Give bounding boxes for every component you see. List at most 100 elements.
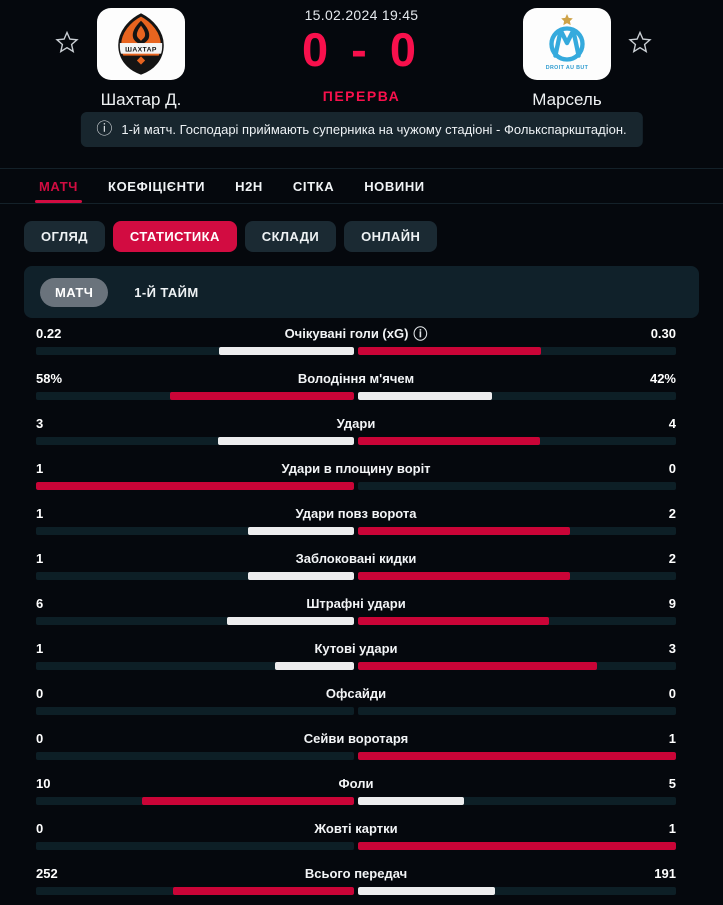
marseille-crest-icon: DROIT AU BUT	[546, 13, 588, 71]
stat-away-value: 0	[668, 461, 676, 476]
stat-home-value: 0	[36, 686, 44, 701]
tab-label: СІТКА	[292, 178, 335, 194]
stat-home-value: 252	[36, 866, 58, 881]
match-datetime: 15.02.2024 19:45	[304, 7, 419, 23]
stat-label: Всього передач ⓘ	[304, 866, 408, 881]
tab-bar: МАТЧ КОЕФІЦІЄНТИ H2H СІТКА НОВИНИ	[0, 168, 723, 204]
stat-info-icon[interactable]: ⓘ	[413, 325, 428, 342]
stat-comparison-bar	[36, 437, 676, 445]
stat-comparison-bar	[36, 752, 676, 760]
stat-label: Володіння м'ячем ⓘ	[297, 371, 415, 386]
home-team[interactable]: ШАХТАР Шахтар Д.	[51, 8, 231, 110]
stat-row: 0 Жовті картки ⓘ 1	[36, 821, 676, 866]
period-toggle-card: МАТЧ 1-Й ТАЙМ	[24, 266, 699, 318]
period-option-label: 1-Й ТАЙМ	[134, 284, 199, 300]
stat-home-value: 1	[36, 551, 44, 566]
match-notice-text: 1-й матч. Господарі приймають суперника …	[121, 122, 627, 137]
stat-away-value: 2	[668, 506, 676, 521]
stat-label: Удари в площину воріт ⓘ	[281, 461, 431, 476]
stat-home-value: 0	[36, 821, 44, 836]
stat-label: Штрафні удари ⓘ	[306, 596, 406, 611]
stat-home-value: 1	[36, 641, 44, 656]
stat-comparison-bar	[36, 482, 676, 490]
stat-away-value: 0.30	[650, 326, 676, 341]
period-option-first-half[interactable]: 1-Й ТАЙМ	[134, 278, 198, 307]
period-option-match[interactable]: МАТЧ	[40, 277, 109, 307]
stat-comparison-bar	[36, 392, 676, 400]
info-icon: ⓘ	[96, 120, 113, 138]
home-team-logo: ШАХТАР	[97, 8, 185, 80]
match-notice-banner: ⓘ 1-й матч. Господарі приймають суперник…	[80, 112, 643, 147]
stat-away-value: 3	[668, 641, 676, 656]
stat-home-value: 6	[36, 596, 44, 611]
tab-h2h[interactable]: H2H	[235, 169, 263, 203]
stat-label: Кутові удари ⓘ	[314, 641, 398, 656]
stat-home-value: 3	[36, 416, 44, 431]
stat-row: 0 Сейви воротаря ⓘ 1	[36, 731, 676, 776]
stat-away-value: 1	[668, 731, 676, 746]
stat-comparison-bar	[36, 617, 676, 625]
tab-label: КОЕФІЦІЄНТИ	[108, 178, 206, 194]
stat-row: 0.22 Очікувані голи (xG) ⓘ 0.30	[36, 326, 676, 371]
subtab-row: ОГЛЯД СТАТИСТИКА СКЛАДИ ОНЛАЙН	[24, 221, 438, 252]
tab-label: МАТЧ	[39, 178, 79, 194]
stat-away-value: 191	[654, 866, 676, 881]
match-score: 0 - 0	[301, 23, 422, 76]
match-status: ПЕРЕРВА	[322, 88, 401, 104]
stat-row: 1 Заблоковані кидки ⓘ 2	[36, 551, 676, 596]
stat-away-value: 1	[668, 821, 676, 836]
shakhtar-crest-icon: ШАХТАР	[118, 13, 164, 75]
tab-draw[interactable]: СІТКА	[293, 169, 334, 203]
away-team-name: Марсель	[532, 90, 602, 109]
tab-odds[interactable]: КОЕФІЦІЄНТИ	[108, 169, 205, 203]
subtab-live[interactable]: ОНЛАЙН	[344, 221, 438, 252]
stat-home-value: 10	[36, 776, 51, 791]
stat-row: 1 Удари повз ворота ⓘ 2	[36, 506, 676, 551]
stat-label: Удари повз ворота ⓘ	[295, 506, 417, 521]
subtab-lineups[interactable]: СКЛАДИ	[244, 221, 337, 252]
stat-row: 58% Володіння м'ячем ⓘ 42%	[36, 371, 676, 416]
subtab-overview[interactable]: ОГЛЯД	[24, 221, 105, 252]
home-team-name: Шахтар Д.	[100, 90, 182, 109]
stat-comparison-bar	[36, 527, 676, 535]
tab-label: НОВИНИ	[364, 178, 425, 194]
stat-home-value: 0.22	[36, 326, 62, 341]
stat-row: 1 Кутові удари ⓘ 3	[36, 641, 676, 686]
stat-away-value: 42%	[649, 371, 676, 386]
stat-comparison-bar	[36, 347, 676, 355]
tab-news[interactable]: НОВИНИ	[364, 169, 425, 203]
tab-label: H2H	[235, 178, 263, 194]
stat-comparison-bar	[36, 707, 676, 715]
stat-comparison-bar	[36, 797, 676, 805]
stat-comparison-bar	[36, 572, 676, 580]
stat-home-value: 1	[36, 506, 44, 521]
stat-comparison-bar	[36, 662, 676, 670]
shakhtar-crest-text: ШАХТАР	[125, 46, 157, 53]
subtab-statistics[interactable]: СТАТИСТИКА	[112, 221, 237, 252]
statistics-list: 0.22 Очікувані голи (xG) ⓘ 0.30 58% Воло…	[36, 326, 676, 905]
stat-home-value: 0	[36, 731, 44, 746]
stat-away-value: 5	[668, 776, 676, 791]
stat-row: 3 Удари ⓘ 4	[36, 416, 676, 461]
away-team[interactable]: DROIT AU BUT Марсель	[477, 8, 657, 110]
stat-row: 6 Штрафні удари ⓘ 9	[36, 596, 676, 641]
stat-comparison-bar	[36, 887, 676, 895]
stat-home-value: 58%	[36, 371, 63, 386]
stat-label: Очікувані голи (xG) ⓘ	[284, 325, 428, 342]
stat-comparison-bar	[36, 842, 676, 850]
stat-label: Заблоковані кидки ⓘ	[295, 551, 417, 566]
subtab-label: ОГЛЯД	[41, 229, 88, 244]
stat-away-value: 9	[668, 596, 676, 611]
tab-match[interactable]: МАТЧ	[34, 169, 83, 203]
subtab-label: СТАТИСТИКА	[129, 229, 220, 244]
favorite-star-home-icon[interactable]	[55, 30, 79, 54]
stat-row: 0 Офсайди ⓘ 0	[36, 686, 676, 731]
stat-label: Офсайди ⓘ	[325, 686, 387, 701]
stat-away-value: 4	[668, 416, 676, 431]
favorite-star-away-icon[interactable]	[628, 30, 652, 54]
away-team-logo: DROIT AU BUT	[523, 8, 611, 80]
stat-label: Удари ⓘ	[336, 416, 376, 431]
stat-row: 1 Удари в площину воріт ⓘ 0	[36, 461, 676, 506]
subtab-label: ОНЛАЙН	[361, 229, 421, 244]
